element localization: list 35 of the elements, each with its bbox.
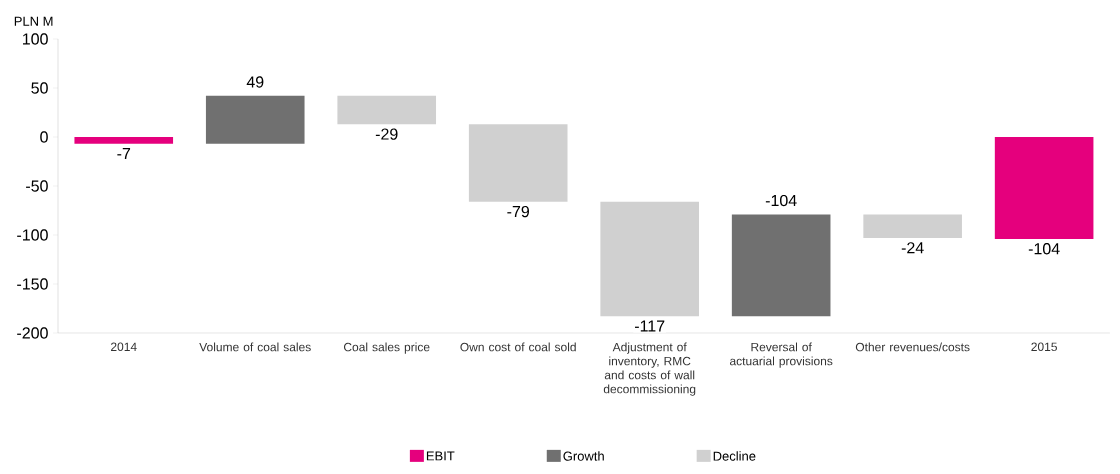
x-tick-label: Coal sales price (343, 342, 430, 354)
y-tick-label: 50 (31, 82, 48, 94)
legend-label: Growth (563, 451, 604, 461)
y-tick-label: 100 (23, 33, 48, 45)
bar (337, 95, 437, 125)
text: -104 (1028, 243, 1060, 255)
x-tick-label: 2015 (1031, 342, 1057, 352)
y-tick-label: -200 (17, 327, 48, 339)
text: -7 (117, 148, 131, 160)
x-tick-label: 2014 (111, 342, 137, 352)
bar (731, 214, 831, 317)
text: 49 (246, 76, 264, 88)
y-tick-label: -150 (17, 278, 48, 290)
legend-label: Decline (713, 451, 756, 461)
bar (468, 124, 568, 202)
text: -24 (901, 242, 924, 254)
y-axis-title: PLN M (14, 16, 53, 26)
bar (74, 137, 174, 144)
x-tick-label: Other revenues/costs (855, 342, 970, 352)
y-tick-label: -50 (26, 180, 48, 192)
text: -117 (634, 320, 665, 332)
text: -79 (507, 205, 529, 218)
y-tick-label: 0 (40, 131, 48, 143)
x-tick-label: Adjustment of inventory, RMC and costs of wall decommissioning (603, 342, 696, 396)
x-tick-label: Own cost of coal sold (460, 342, 576, 352)
bar (205, 95, 305, 144)
text: -29 (375, 128, 398, 140)
bar (600, 201, 699, 317)
bar (863, 214, 962, 238)
y-tick-label: -100 (17, 229, 48, 241)
legend-label: EBIT (426, 451, 455, 461)
x-tick-label: Reversal of actuarial provisions (729, 342, 833, 368)
text: -104 (765, 194, 797, 207)
x-tick-label: Volume of coal sales (199, 342, 311, 352)
bar (994, 137, 1094, 239)
